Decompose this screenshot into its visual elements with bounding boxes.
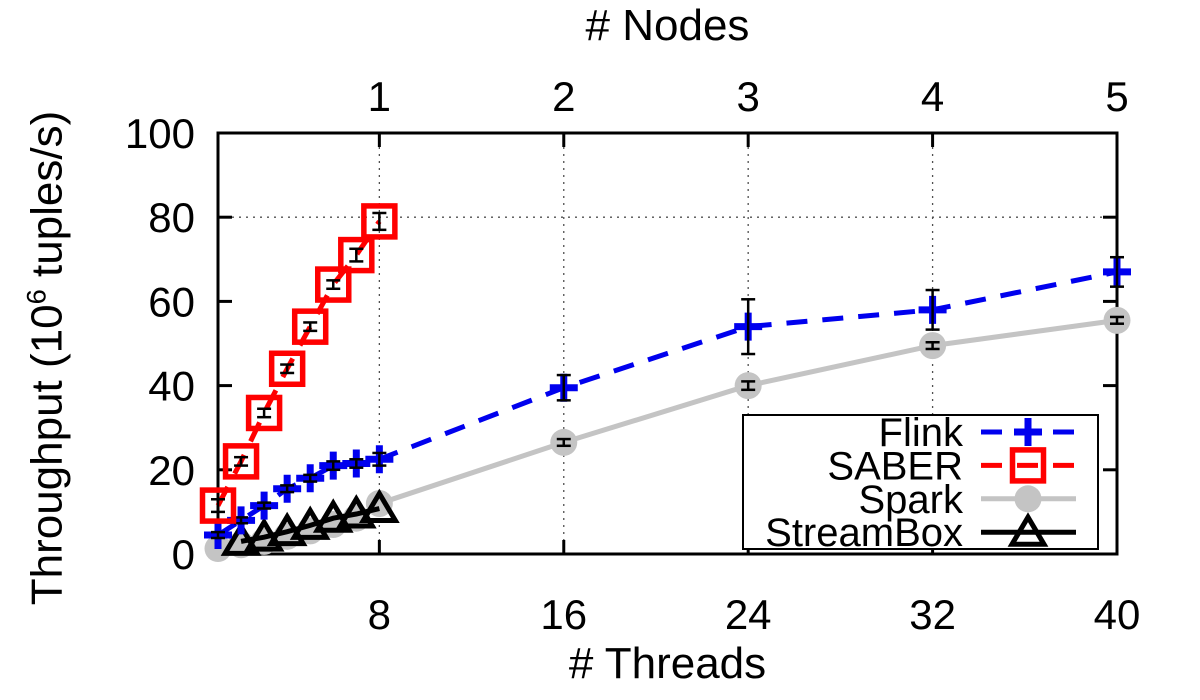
triangle-marker <box>335 494 377 529</box>
square-marker <box>338 236 375 274</box>
square-marker <box>361 203 398 240</box>
x-tick-label: 40 <box>1094 591 1141 638</box>
x2-tick-label: 3 <box>736 73 759 120</box>
triangle-marker <box>220 521 262 556</box>
square-marker <box>245 394 283 432</box>
y-tick-label: 20 <box>148 447 195 494</box>
square-marker <box>199 487 237 524</box>
legend-label: Spark <box>859 478 964 522</box>
legend-entry: Flink <box>879 411 1076 455</box>
legend-entry: Spark <box>859 478 1076 522</box>
square-marker <box>291 308 329 345</box>
legend-entry: SABER <box>827 444 1076 488</box>
series-flink <box>204 255 1131 550</box>
triangle-marker <box>312 498 354 533</box>
x-tick-label: 8 <box>368 591 391 638</box>
error-bars <box>211 255 1124 540</box>
plot-frame <box>216 131 1119 556</box>
x2-tick-label: 1 <box>368 73 391 120</box>
triangle-marker <box>266 511 308 547</box>
y-axis-title-sup: 6 <box>20 289 52 305</box>
triangle-marker <box>1007 512 1049 547</box>
x-tick-label: 24 <box>725 591 772 638</box>
y-tick-label: 60 <box>148 278 195 325</box>
top-axis-title: # Nodes <box>585 1 750 50</box>
circle-marker <box>1014 485 1042 513</box>
series-saber <box>199 203 398 524</box>
legend-label: StreamBox <box>765 511 963 555</box>
square-marker <box>222 443 260 480</box>
square-marker <box>315 266 352 303</box>
error-bars <box>211 211 387 514</box>
x2-tick-label: 5 <box>1105 73 1128 120</box>
y-tick-label: 0 <box>172 531 195 578</box>
y-tick-label: 100 <box>125 110 195 157</box>
x-tick-label: 32 <box>909 591 956 638</box>
x-tick-label: 16 <box>540 591 587 638</box>
triangle-marker <box>243 517 285 552</box>
series-line <box>240 506 380 544</box>
plus-marker <box>1014 418 1042 446</box>
x-axis-title: # Threads <box>568 639 767 688</box>
y-tick-label: 80 <box>148 194 195 241</box>
legend-label: SABER <box>827 444 963 488</box>
series-streambox <box>220 488 400 556</box>
y-axis-title-prefix: Throughput (10 <box>22 304 72 606</box>
x2-tick-label: 4 <box>921 73 944 120</box>
legend-entry: StreamBox <box>765 511 1076 555</box>
y-axis-title: Throughput (106 tuples/s) <box>13 111 72 606</box>
frame-border <box>216 131 1119 556</box>
square-marker <box>1009 447 1047 484</box>
tick-labels: 8 16 24 32 40 1 2 3 4 5 0 20 40 60 80 100 <box>125 73 1140 638</box>
error-bars <box>556 315 1124 448</box>
y-tick-label: 40 <box>148 363 195 410</box>
square-marker <box>268 350 306 388</box>
y-axis-title-suffix: tuples/s) <box>22 110 72 290</box>
triangle-marker <box>358 488 400 524</box>
x2-tick-label: 2 <box>552 73 575 120</box>
legend-label: Flink <box>879 411 964 455</box>
